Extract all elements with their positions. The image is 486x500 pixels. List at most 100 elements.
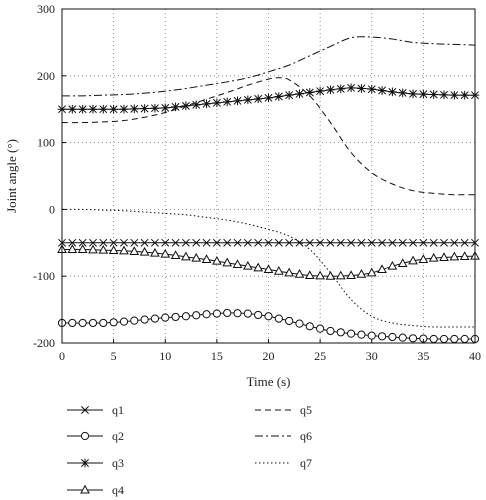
legend-label: q5: [300, 403, 312, 417]
marker-q3: [243, 95, 253, 105]
marker-q2: [68, 318, 77, 328]
marker-q1: [89, 238, 97, 247]
marker-q2: [460, 334, 469, 344]
marker-q4: [356, 268, 367, 278]
legend-label: q2: [112, 429, 124, 443]
marker-q4: [119, 245, 129, 255]
marker-q2: [274, 314, 283, 323]
marker-q4: [387, 260, 398, 270]
marker-q3: [274, 92, 284, 101]
marker-q3: [346, 83, 356, 93]
marker-q2: [326, 326, 335, 336]
legend-marker: [81, 406, 89, 414]
axis-ticks: 0 5 10 15 20 25 30 35 40 -200 -100 0 100 200 300: [33, 2, 481, 363]
marker-q2: [192, 311, 201, 320]
marker-q4: [222, 257, 233, 267]
x-tick-label: 15: [211, 349, 223, 363]
marker-q1: [150, 238, 159, 247]
marker-q4: [439, 252, 449, 261]
x-tick-label: 25: [314, 349, 326, 363]
marker-q2: [408, 334, 418, 343]
marker-q2: [316, 324, 325, 333]
marker-q4: [88, 244, 98, 254]
marker-q1: [326, 238, 335, 247]
marker-q1: [212, 238, 221, 247]
marker-q3: [419, 89, 428, 99]
y-tick-label: 300: [37, 2, 55, 16]
marker-q4: [408, 255, 418, 265]
marker-q3: [408, 89, 418, 99]
legend-label: q3: [112, 456, 124, 470]
legend-item-q3: q3: [67, 456, 124, 470]
marker-q3: [336, 84, 346, 94]
marker-q4: [418, 254, 429, 263]
series-q3: [57, 83, 480, 114]
marker-q2: [450, 334, 459, 344]
marker-q3: [253, 94, 263, 104]
marker-q3: [191, 100, 201, 110]
marker-q1: [119, 238, 128, 247]
marker-q3: [119, 104, 129, 114]
marker-q2: [357, 330, 366, 339]
marker-q1: [264, 238, 273, 247]
marker-q3: [202, 99, 211, 109]
legend-item-q5: q5: [255, 403, 312, 417]
marker-q1: [388, 238, 397, 247]
legend-item-q2: q2: [67, 429, 124, 443]
marker-q1: [419, 238, 428, 247]
marker-q1: [357, 238, 366, 247]
marker-q1: [295, 238, 304, 247]
marker-q3: [450, 90, 459, 100]
marker-q1: [305, 238, 314, 247]
marker-q3: [264, 93, 273, 103]
x-tick-label: 5: [111, 349, 117, 363]
marker-q1: [233, 238, 242, 247]
marker-q1: [429, 238, 438, 247]
legend-item-q4: q4: [67, 483, 124, 497]
series-line-q5: [61, 77, 476, 196]
marker-q1: [140, 238, 149, 247]
marker-q2: [119, 317, 129, 326]
marker-q4: [377, 264, 387, 274]
marker-q4: [243, 260, 253, 270]
marker-q4: [315, 270, 325, 280]
marker-q1: [254, 238, 263, 247]
marker-q1: [243, 238, 252, 247]
marker-q2: [78, 318, 87, 328]
marker-q3: [295, 89, 304, 99]
marker-q2: [398, 333, 407, 342]
marker-q2: [429, 334, 438, 344]
marker-q2: [254, 310, 263, 320]
x-tick-label: 30: [366, 349, 378, 363]
marker-q3: [68, 104, 77, 114]
marker-q1: [202, 238, 211, 247]
x-tick-label: 35: [417, 349, 429, 363]
marker-q3: [222, 97, 232, 107]
series-layer: [57, 36, 480, 344]
marker-q4: [346, 270, 356, 280]
x-tick-label: 10: [159, 349, 171, 363]
x-tick-label: 20: [263, 349, 275, 363]
marker-q3: [398, 88, 408, 98]
y-tick-label: 200: [37, 69, 55, 83]
marker-q1: [440, 238, 448, 247]
y-tick-label: 0: [49, 202, 55, 216]
marker-q4: [67, 244, 78, 253]
marker-q3: [429, 90, 439, 99]
marker-q4: [428, 252, 439, 262]
marker-q3: [284, 90, 294, 100]
marker-q4: [449, 251, 460, 261]
series-q6: [61, 36, 476, 97]
marker-q4: [181, 251, 191, 261]
series-line-q7: [61, 208, 475, 328]
x-tick-label: 40: [469, 349, 481, 363]
x-tick-label: 0: [59, 349, 65, 363]
marker-q2: [233, 309, 242, 318]
marker-q4: [77, 244, 88, 253]
y-tick-label: -200: [33, 336, 55, 350]
marker-q1: [161, 238, 170, 247]
marker-q2: [161, 313, 170, 322]
marker-q3: [305, 88, 315, 97]
marker-q2: [295, 319, 304, 328]
